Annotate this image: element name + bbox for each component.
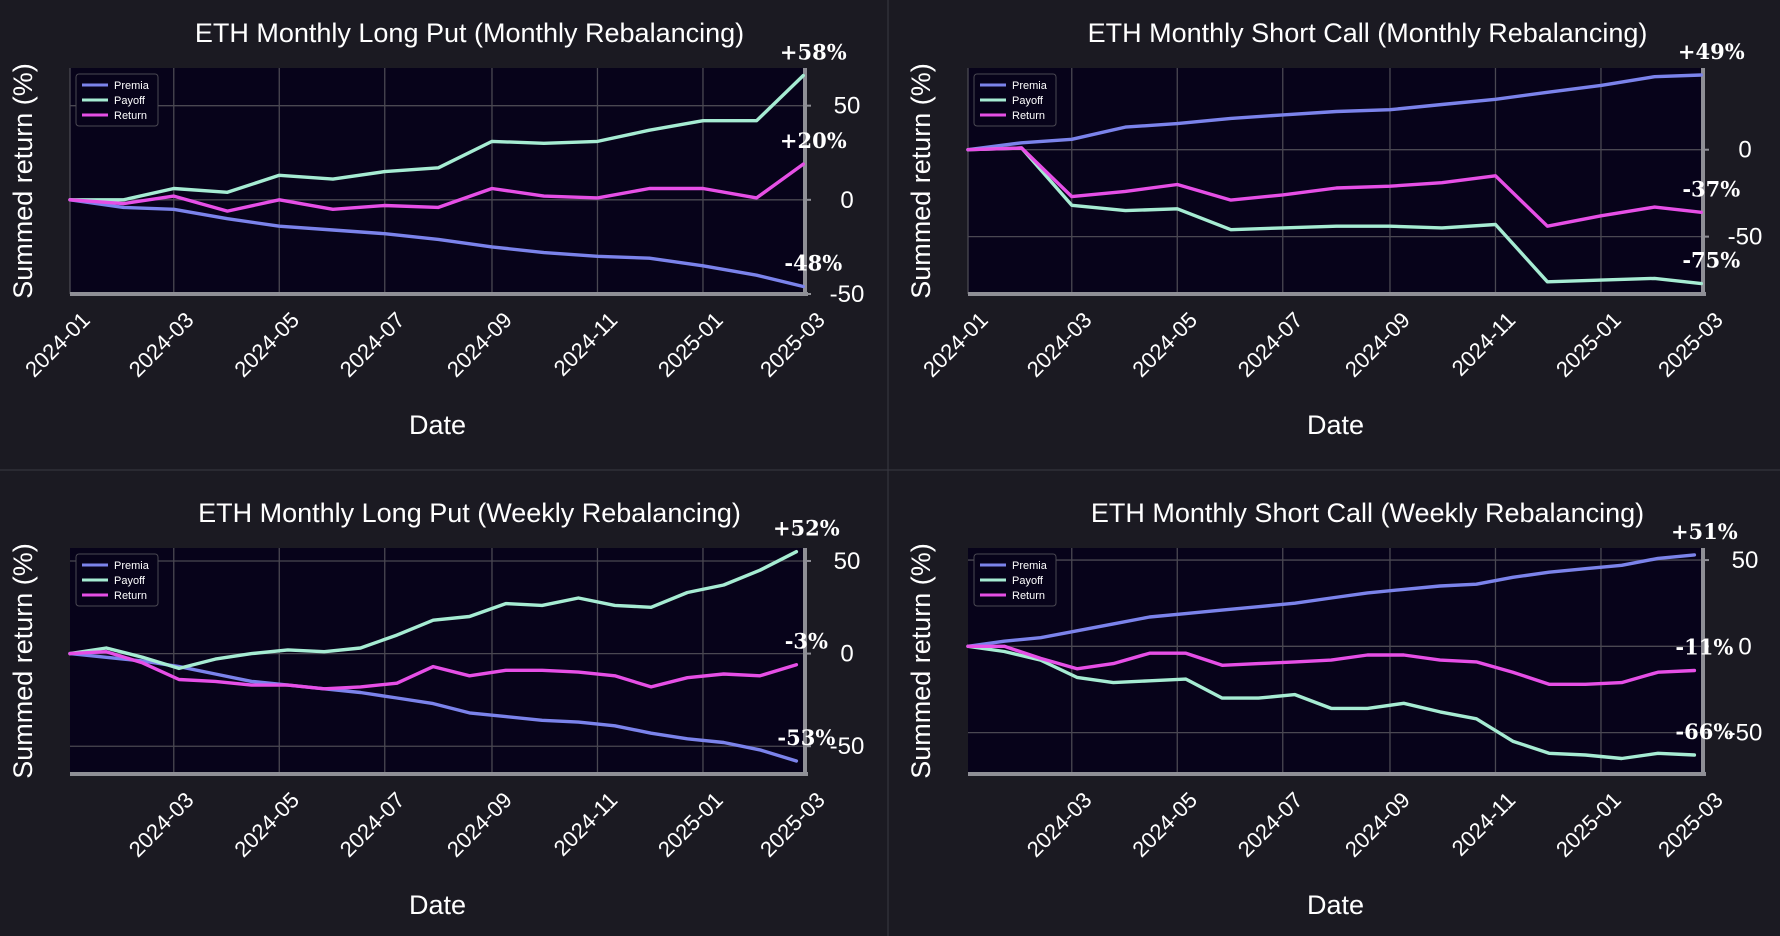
- end-value-label: +58%: [780, 40, 847, 65]
- legend-label-return: Return: [114, 110, 147, 122]
- legend-label-premia: Premia: [114, 560, 150, 572]
- legend-box: [973, 73, 1057, 127]
- legend-label-payoff: Payoff: [1012, 575, 1044, 587]
- legend-label-return: Return: [1012, 110, 1045, 122]
- plot-area: [70, 68, 805, 294]
- plot-area: [968, 68, 1703, 294]
- legend-label-payoff: Payoff: [114, 575, 146, 587]
- chart-title: ETH Monthly Long Put (Weekly Rebalancing…: [198, 498, 741, 528]
- x-axis-label: Date: [1307, 410, 1364, 440]
- legend-box: [973, 553, 1057, 607]
- end-value-label: +52%: [773, 516, 840, 541]
- end-value-label: +51%: [1671, 519, 1738, 544]
- legend-label-payoff: Payoff: [114, 95, 146, 107]
- series-line-return: [966, 146, 1704, 228]
- end-value-label: -75%: [1682, 248, 1740, 273]
- y-tick-label: 50: [1732, 547, 1759, 574]
- series-line-payoff: [68, 73, 805, 202]
- legend-label-return: Return: [1012, 590, 1045, 602]
- y-tick-label: 50: [834, 548, 861, 575]
- y-tick-label: -50: [830, 281, 865, 308]
- legend-label-return: Return: [114, 590, 147, 602]
- end-value-label: -11%: [1675, 634, 1733, 659]
- end-value-label: +20%: [780, 128, 847, 153]
- series-line-return: [966, 644, 1697, 686]
- legend-label-payoff: Payoff: [1012, 95, 1044, 107]
- legend-box: [75, 73, 159, 127]
- chart-title: ETH Monthly Short Call (Monthly Rebalanc…: [1088, 18, 1648, 48]
- series-line-premia: [966, 553, 1697, 648]
- y-tick-label: -50: [1728, 720, 1763, 747]
- y-tick-label: 0: [1738, 137, 1751, 164]
- y-tick-label: 0: [1738, 633, 1751, 660]
- legend-label-premia: Premia: [1012, 80, 1048, 92]
- legend-box: [75, 553, 159, 607]
- series-line-premia: [966, 73, 1704, 152]
- end-value-label: -48%: [784, 250, 842, 275]
- series-line-premia: [68, 198, 805, 289]
- y-axis-label: Summed return (%): [8, 543, 38, 779]
- x-axis-label: Date: [409, 890, 466, 920]
- series-line-return: [68, 162, 805, 213]
- y-axis-label: Summed return (%): [906, 543, 936, 779]
- y-tick-label: 0: [840, 641, 853, 668]
- x-axis-label: Date: [1307, 890, 1364, 920]
- end-value-label: -53%: [777, 725, 835, 750]
- y-tick-label: -50: [830, 733, 865, 760]
- y-axis-label: Summed return (%): [906, 63, 936, 299]
- end-value-label: -37%: [1682, 176, 1740, 201]
- series-line-return: [68, 650, 799, 691]
- y-axis-label: Summed return (%): [8, 63, 38, 299]
- chart-panel-1: ETH Monthly Long Put (Monthly Rebalancin…: [8, 18, 864, 440]
- chart-panel-3: ETH Monthly Long Put (Weekly Rebalancing…: [8, 498, 864, 920]
- series-line-payoff: [966, 644, 1697, 761]
- legend-label-premia: Premia: [114, 80, 150, 92]
- x-axis-label: Date: [409, 410, 466, 440]
- end-value-label: -66%: [1675, 719, 1733, 744]
- end-value-label: +49%: [1678, 39, 1745, 64]
- legend-label-premia: Premia: [1012, 560, 1048, 572]
- series-line-payoff: [966, 146, 1704, 286]
- y-tick-label: 0: [840, 187, 853, 214]
- chart-title: ETH Monthly Short Call (Weekly Rebalanci…: [1091, 498, 1644, 528]
- y-tick-label: 50: [834, 93, 861, 120]
- series-line-premia: [68, 651, 799, 763]
- y-tick-label: -50: [1728, 224, 1763, 251]
- end-value-label: -3%: [785, 629, 828, 654]
- series-line-payoff: [68, 550, 799, 671]
- chart-title: ETH Monthly Long Put (Monthly Rebalancin…: [195, 18, 744, 48]
